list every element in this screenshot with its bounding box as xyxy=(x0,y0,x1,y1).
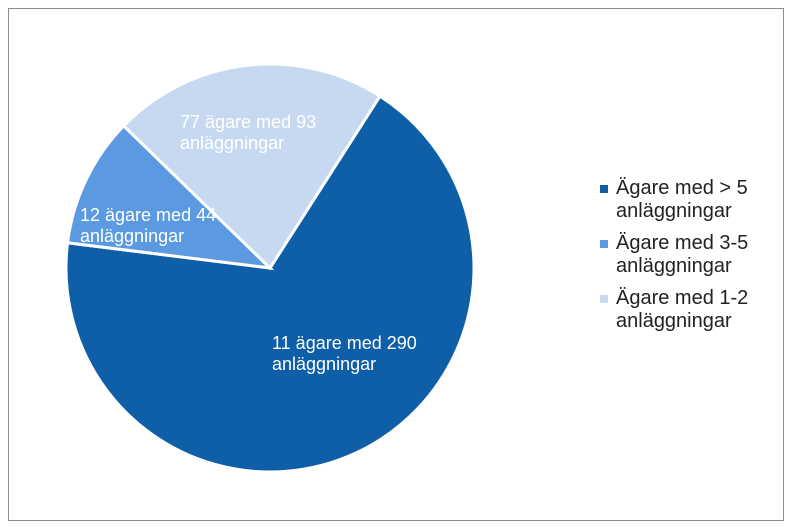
pie-slice xyxy=(65,123,275,271)
legend-swatch xyxy=(600,185,608,193)
legend-swatch xyxy=(600,295,608,303)
chart-frame xyxy=(8,8,784,521)
data-label: 77 ägare med 93 anläggningar xyxy=(180,112,317,153)
legend-entry: Ägare med 1-2 anläggningar xyxy=(600,287,786,333)
pie-slice xyxy=(121,62,382,271)
data-label: 11 ägare med 290 anläggningar xyxy=(272,333,417,374)
legend-entry: Ägare med > 5 anläggningar xyxy=(600,177,786,223)
data-label: 12 ägare med 44 anläggningar xyxy=(80,205,217,246)
legend-label: Ägare med 1-2 anläggningar xyxy=(616,287,749,332)
pie-slice xyxy=(64,94,476,474)
legend-swatch xyxy=(600,240,608,248)
legend-label: Ägare med 3-5 anläggningar xyxy=(616,232,749,277)
legend-label: Ägare med > 5 anläggningar xyxy=(616,177,748,222)
legend-entry: Ägare med 3-5 anläggningar xyxy=(600,232,786,278)
